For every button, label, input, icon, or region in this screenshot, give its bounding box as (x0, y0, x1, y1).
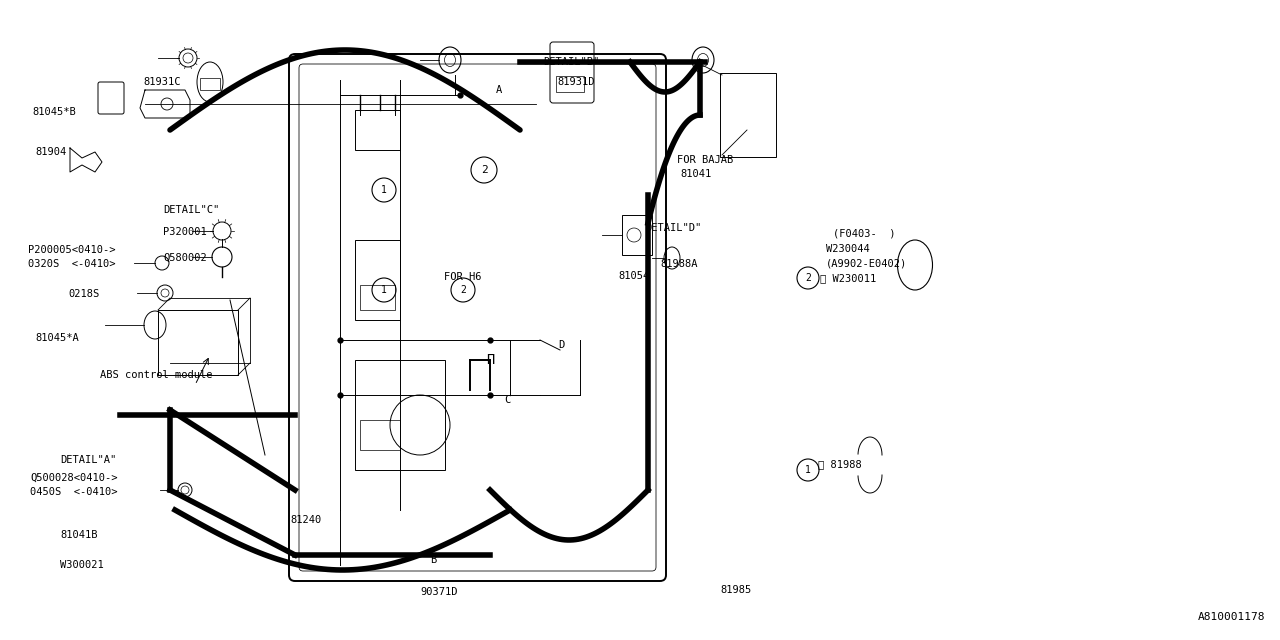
Text: 81931D: 81931D (557, 77, 594, 87)
Text: DETAIL"A": DETAIL"A" (60, 455, 116, 465)
Text: 81041B: 81041B (60, 530, 97, 540)
Text: 81240: 81240 (291, 515, 321, 525)
Text: Q580002: Q580002 (163, 253, 207, 263)
Text: ABS control module: ABS control module (100, 370, 212, 380)
Text: 0320S  <-0410>: 0320S <-0410> (28, 259, 115, 269)
Text: DETAIL"C": DETAIL"C" (163, 205, 219, 215)
Text: 1: 1 (805, 465, 812, 475)
Text: 0218S: 0218S (68, 289, 100, 299)
Text: (F0403-  ): (F0403- ) (833, 229, 896, 239)
Text: FOR BAJAB: FOR BAJAB (677, 155, 733, 165)
Text: 1: 1 (381, 285, 387, 295)
Text: 81904: 81904 (35, 147, 67, 157)
Text: (A9902-E0402): (A9902-E0402) (826, 259, 908, 269)
Text: Q500028<0410->: Q500028<0410-> (29, 473, 118, 483)
Text: A810001178: A810001178 (1198, 612, 1265, 622)
Text: 81985: 81985 (719, 585, 751, 595)
Text: 81045*B: 81045*B (32, 107, 76, 117)
Text: A: A (497, 85, 502, 95)
Text: DETAIL"B": DETAIL"B" (543, 57, 599, 67)
Text: П: П (486, 353, 494, 367)
Text: C: C (504, 395, 511, 405)
Text: FOR H6: FOR H6 (444, 272, 481, 282)
Text: 2: 2 (805, 273, 812, 283)
Text: ① 81988: ① 81988 (818, 459, 861, 469)
Text: W230044: W230044 (826, 244, 869, 254)
Text: 90371D: 90371D (420, 587, 457, 597)
Text: 81931C: 81931C (143, 77, 180, 87)
Text: B: B (430, 555, 436, 565)
Text: 81041: 81041 (680, 169, 712, 179)
Text: 81054: 81054 (618, 271, 649, 281)
Text: D: D (558, 340, 564, 350)
Text: 0450S  <-0410>: 0450S <-0410> (29, 487, 118, 497)
Text: P320001: P320001 (163, 227, 207, 237)
Text: 2: 2 (480, 165, 488, 175)
Text: 2: 2 (460, 285, 466, 295)
Text: 81045*A: 81045*A (35, 333, 79, 343)
Text: 81988A: 81988A (660, 259, 698, 269)
Text: W300021: W300021 (60, 560, 104, 570)
Text: 1: 1 (381, 185, 387, 195)
Text: P200005<0410->: P200005<0410-> (28, 245, 115, 255)
Text: ② W230011: ② W230011 (820, 273, 877, 283)
Text: DETAIL"D": DETAIL"D" (645, 223, 701, 233)
